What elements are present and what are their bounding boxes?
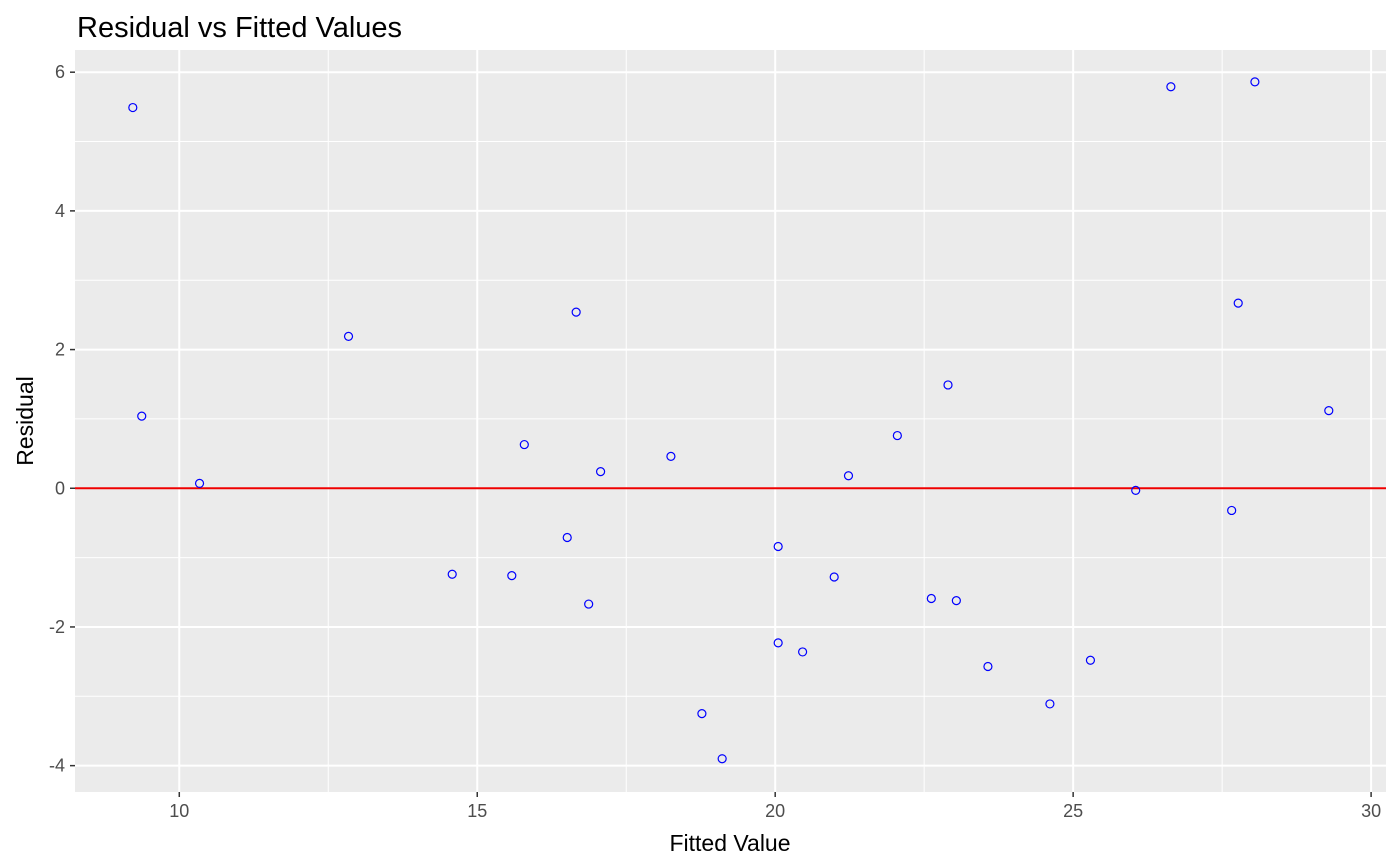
data-point: [892, 430, 902, 441]
y-tick-label: 6: [55, 62, 65, 82]
data-point: [519, 439, 529, 450]
x-tick-label: 25: [1063, 801, 1083, 821]
x-tick-label: 30: [1361, 801, 1381, 821]
data-point: [773, 638, 783, 648]
data-point: [843, 471, 854, 481]
y-tick-label: 0: [55, 478, 65, 498]
y-tick-label: 2: [55, 340, 65, 360]
data-point: [943, 380, 953, 390]
data-point: [595, 467, 606, 477]
data-point: [128, 102, 138, 113]
data-point: [697, 709, 707, 719]
data-point: [571, 307, 581, 317]
x-tick-label: 15: [467, 801, 487, 821]
plot-panel: [75, 50, 1386, 792]
data-point: [829, 572, 839, 582]
x-axis-ticks: 10 15 20 25 30: [169, 792, 1381, 821]
y-tick-label: 4: [55, 201, 65, 221]
data-point: [1324, 405, 1334, 416]
data-point: [137, 411, 147, 421]
x-tick-label: 20: [765, 801, 785, 821]
data-point: [1233, 298, 1243, 308]
data-point: [773, 541, 783, 552]
data-point: [798, 647, 808, 657]
y-axis-title: Residual: [12, 376, 38, 466]
data-point: [507, 571, 517, 581]
y-axis-ticks: -4 -2 0 2 4 6: [49, 62, 75, 776]
x-tick-label: 10: [169, 801, 189, 821]
y-tick-label: -4: [49, 756, 65, 776]
data-point: [983, 661, 993, 672]
data-point: [447, 569, 457, 579]
data-point: [717, 754, 727, 764]
minor-gridlines: [75, 50, 1386, 792]
data-point: [562, 532, 572, 543]
data-point: [1250, 77, 1260, 87]
data-point: [343, 331, 354, 341]
data-point: [951, 596, 961, 606]
y-tick-label: -2: [49, 617, 65, 637]
data-point: [1045, 699, 1055, 709]
data-point: [194, 478, 205, 489]
data-points: [128, 77, 1334, 764]
data-point: [666, 451, 676, 461]
data-point: [1085, 655, 1096, 665]
data-point: [926, 593, 936, 604]
data-point: [1166, 82, 1176, 92]
data-point: [584, 599, 594, 609]
x-axis-title: Fitted Value: [669, 830, 790, 856]
data-point: [1131, 485, 1141, 495]
data-point: [1227, 505, 1237, 516]
chart-title: Residual vs Fitted Values: [77, 12, 402, 44]
